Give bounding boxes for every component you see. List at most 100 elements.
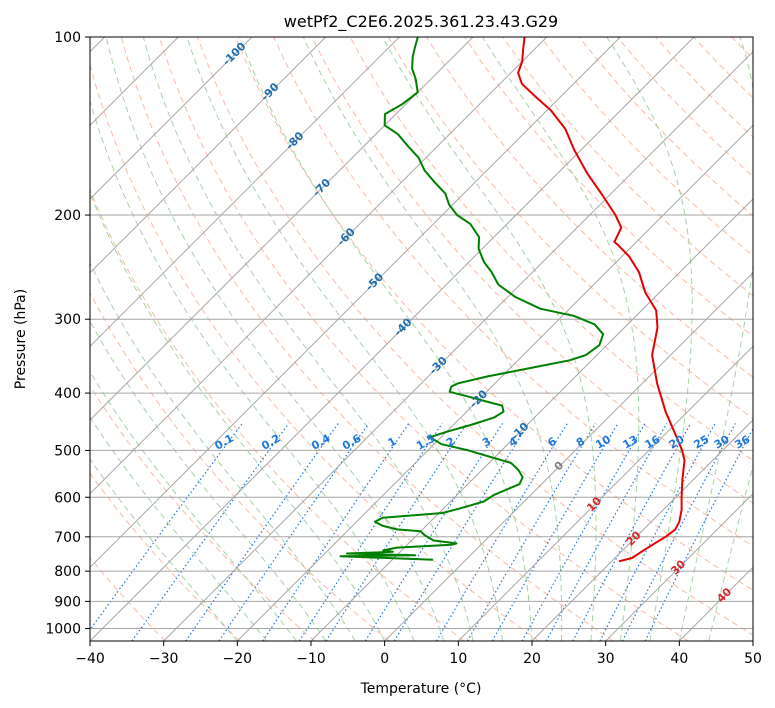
- mixing-ratio-line: [644, 427, 753, 641]
- mixing-ratio-label: 0.6: [340, 431, 364, 452]
- dry-adiabat-line: [349, 37, 753, 462]
- moist-adiabat-line: [90, 320, 327, 641]
- dry-adiabat-line: [197, 37, 753, 636]
- dewpoint-line: [339, 37, 605, 561]
- dry-adiabat-line: [311, 37, 753, 504]
- isotherm-label: -30: [427, 354, 450, 377]
- y-axis: 1000 900 800 700 600 500 400 300 200 100: [45, 30, 90, 637]
- mixing-ratio-line: [218, 423, 370, 641]
- isotherm-line: [605, 492, 753, 641]
- x-tick-label: −30: [149, 651, 179, 667]
- moist-adiabat-line: [90, 370, 297, 641]
- isotherm-line: [163, 50, 753, 641]
- dry-adiabat-line: [655, 37, 753, 138]
- x-tick-label: 10: [449, 651, 467, 667]
- moist-adiabat-line: [90, 458, 238, 641]
- moist-adiabat-line: [302, 37, 563, 641]
- y-tick-label: 400: [54, 386, 81, 402]
- dry-adiabat-line: [273, 37, 753, 547]
- y-tick-label: 100: [54, 30, 81, 46]
- moist-adiabat-line: [708, 464, 753, 641]
- mixing-ratio-line: [621, 423, 736, 641]
- mixing-ratio-line: [262, 423, 410, 641]
- mixing-ratio-line: [435, 423, 568, 641]
- isotherm-line: [531, 419, 753, 641]
- mixing-ratio-line: [545, 423, 668, 641]
- moist-adiabat-line: [186, 37, 503, 641]
- moist-adiabat-line: [481, 37, 640, 641]
- moist-adiabat-line: [238, 37, 533, 641]
- chart-title: wetPf2_C2E6.2025.361.23.43.G29: [284, 12, 558, 32]
- dry-adiabat-line: [502, 37, 753, 297]
- dry-adiabat-line: [90, 472, 241, 641]
- dry-adiabat-line: [693, 37, 753, 99]
- moist-adiabat-line: [90, 191, 386, 641]
- isotherm-line: [90, 37, 621, 569]
- mixing-ratio-label: 30: [712, 433, 732, 452]
- x-axis: −40 −30 −20 −10 0 10 20 30 40 50: [75, 641, 762, 667]
- mixing-ratio-line: [131, 423, 290, 641]
- dry-adiabat-line: [158, 37, 689, 641]
- isotherm-line: [310, 198, 753, 641]
- x-tick-label: 0: [380, 651, 389, 667]
- mixing-ratio-label: 0.2: [259, 432, 282, 453]
- mixing-ratio-line: [466, 423, 597, 641]
- dry-adiabat-line: [464, 37, 753, 337]
- y-tick-label: 200: [54, 208, 81, 224]
- mixing-ratio-line: [325, 423, 468, 641]
- mixing-ratio-label: 16: [643, 433, 663, 452]
- dry-adiabat-line: [90, 62, 540, 641]
- moist-adiabat-line: [105, 37, 445, 641]
- y-tick-label: 300: [54, 312, 81, 328]
- mixing-ratio-label: 36: [733, 433, 753, 452]
- x-tick-label: 30: [597, 651, 615, 667]
- dry-adiabat-line: [387, 37, 753, 420]
- x-tick-label: −10: [296, 651, 326, 667]
- x-tick-label: −20: [223, 651, 253, 667]
- isotherm-line: [90, 37, 327, 274]
- mixing-ratio-label: 3: [480, 435, 493, 450]
- mixing-ratio-label: 0.1: [213, 432, 236, 453]
- mixing-ratio-line: [599, 423, 716, 641]
- dry-adiabat-line: [235, 37, 753, 591]
- isotherm-line: [752, 640, 753, 641]
- temperature-line: [517, 37, 686, 563]
- isotherm-line: [90, 37, 474, 421]
- y-tick-label: 900: [54, 594, 81, 610]
- pressure-gridlines: [90, 37, 753, 629]
- isotherm-line: [457, 345, 753, 641]
- plot-area: 0.1 0.2 0.4 0.6 1 1.5 2 3 4 6 8 10 13 16 20 25 30 36-100-…: [90, 37, 775, 641]
- mixing-ratio-label: 13: [621, 433, 641, 452]
- isotherm-label: 30: [668, 557, 688, 577]
- dry-adiabat-line: [770, 37, 775, 641]
- mixing-ratio-label: 1.5: [414, 432, 437, 453]
- isotherm-line: [90, 37, 253, 200]
- mixing-ratio-line: [521, 423, 646, 641]
- y-tick-label: 600: [54, 490, 81, 506]
- sounding-series: [339, 37, 686, 563]
- moist-adiabat-line: [90, 416, 268, 641]
- mixing-ratio-label: 8: [574, 435, 587, 450]
- moist-adiabat-line: [678, 37, 753, 641]
- mixing-ratio-line: [572, 423, 692, 641]
- mixing-ratio-line: [393, 423, 530, 641]
- isotherm-gridlines: [90, 37, 753, 641]
- plot-frame: [89, 36, 754, 642]
- isotherm-line: [90, 37, 695, 641]
- mixing-ratio-line: [90, 423, 243, 631]
- isotherm-line: [384, 271, 753, 641]
- mixing-ratio-label: 1: [386, 435, 399, 450]
- y-tick-label: 1000: [45, 621, 81, 637]
- moist-adiabats: [90, 37, 753, 641]
- isotherm-line: [678, 566, 753, 641]
- moist-adiabat-line: [90, 261, 356, 641]
- x-tick-label: −40: [75, 651, 105, 667]
- mixing-ratio-line: [364, 423, 504, 641]
- dry-adiabat-line: [425, 37, 753, 378]
- mixing-ratio-line: [185, 423, 339, 641]
- isotherm-line: [90, 37, 548, 495]
- dry-adiabat-line: [90, 291, 390, 641]
- mixing-ratio-line: [491, 423, 619, 641]
- y-axis-label: Pressure (hPa): [13, 289, 29, 389]
